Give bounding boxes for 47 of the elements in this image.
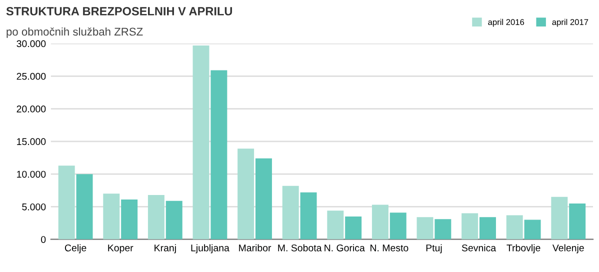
bar — [210, 70, 228, 240]
bar — [103, 194, 120, 240]
y-tick-label: 15.000 — [17, 138, 46, 146]
bar — [166, 200, 182, 240]
x-tick-label: Kranj — [154, 244, 176, 254]
x-tick-label: Ptuj — [426, 244, 442, 254]
y-tick-label: 0 — [41, 236, 46, 243]
bar — [416, 217, 434, 240]
bar — [76, 174, 93, 240]
y-tick-label: 25.000 — [16, 72, 46, 80]
bar — [255, 158, 272, 240]
y-tick-label: 5.000 — [22, 203, 46, 210]
x-tick-label: Trbovlje — [506, 244, 540, 254]
bar — [282, 186, 299, 240]
y-tick-label: 30.000 — [16, 40, 46, 48]
bar — [479, 217, 496, 240]
legend-label: april 2016 — [488, 18, 524, 27]
bar — [390, 212, 406, 240]
bar — [462, 213, 478, 240]
bar — [569, 203, 586, 240]
x-tick-label: M. Sobota — [278, 244, 322, 252]
bar — [372, 204, 388, 240]
x-tick-label: Koper — [108, 244, 134, 254]
bar — [434, 219, 452, 240]
x-tick-label: Velenje — [552, 244, 584, 254]
x-tick-label: Celje — [64, 244, 86, 254]
bar — [58, 166, 75, 240]
bar — [300, 192, 317, 240]
bar — [506, 215, 523, 240]
bar — [121, 200, 138, 240]
bar — [327, 210, 344, 240]
bar — [148, 194, 164, 240]
legend-label: april 2017 — [552, 18, 588, 27]
chart-title: STRUKTURA BREZPOSELNIH V APRILU — [6, 7, 232, 16]
x-tick-label: Sevnica — [462, 244, 496, 252]
bar — [345, 216, 362, 240]
y-tick-label: 10.000 — [17, 170, 46, 178]
y-tick-label: 20.000 — [16, 106, 46, 112]
bar — [524, 220, 541, 240]
x-tick-label: Ljubljana — [191, 244, 230, 254]
bar — [551, 196, 568, 240]
chart-subtitle: po območnih službah ZRSZ — [6, 27, 143, 38]
x-tick-label: Maribor — [239, 244, 272, 252]
x-tick-label: N. Mesto — [370, 244, 408, 252]
bar — [238, 148, 254, 240]
x-tick-label: N. Gorica — [324, 244, 365, 252]
bar — [192, 45, 210, 240]
